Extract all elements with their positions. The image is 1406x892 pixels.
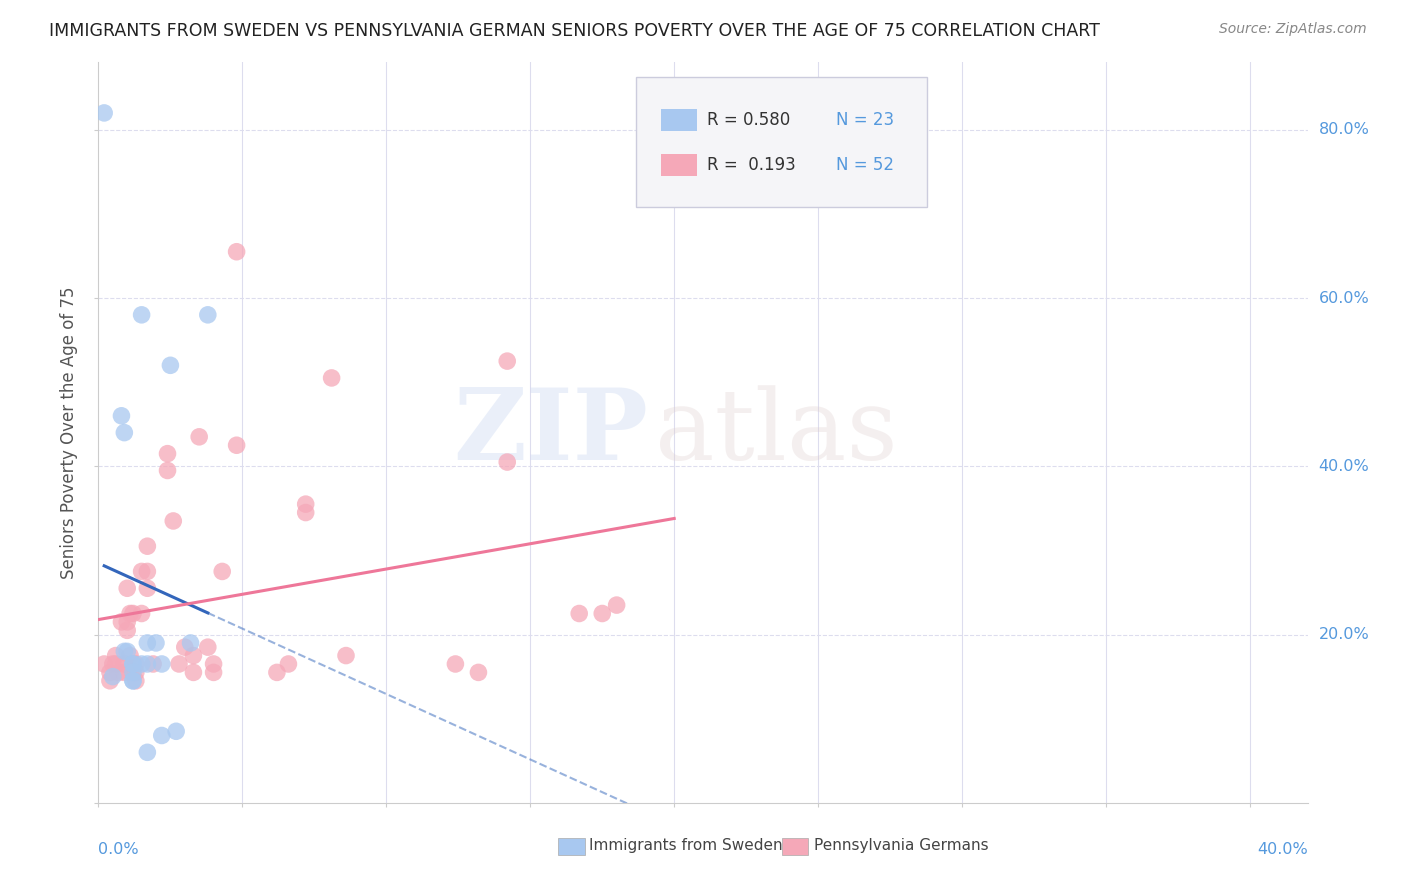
Point — [115, 624, 138, 638]
Point — [112, 644, 135, 658]
Text: Source: ZipAtlas.com: Source: ZipAtlas.com — [1219, 22, 1367, 37]
Point — [496, 455, 519, 469]
Point — [162, 514, 184, 528]
Point — [202, 657, 225, 671]
Point — [107, 665, 129, 680]
FancyBboxPatch shape — [782, 838, 808, 855]
Point — [159, 359, 181, 373]
Point — [335, 648, 357, 663]
Text: atlas: atlas — [655, 384, 897, 481]
Point — [101, 657, 124, 671]
Text: Pennsylvania Germans: Pennsylvania Germans — [814, 838, 988, 854]
Point — [321, 371, 343, 385]
Point — [225, 244, 247, 259]
Point — [115, 644, 138, 658]
Text: 40.0%: 40.0% — [1257, 842, 1308, 856]
Point — [136, 565, 159, 579]
Point — [167, 657, 190, 671]
Point — [156, 463, 179, 477]
Point — [145, 636, 167, 650]
Point — [112, 657, 135, 671]
Point — [104, 648, 127, 663]
FancyBboxPatch shape — [661, 153, 697, 176]
Point — [467, 665, 489, 680]
Point — [197, 308, 219, 322]
Point — [120, 648, 142, 663]
Point — [277, 657, 299, 671]
Point — [104, 657, 127, 671]
Point — [591, 607, 613, 621]
Point — [197, 640, 219, 655]
Point — [125, 665, 148, 680]
Point — [136, 539, 159, 553]
Point — [125, 657, 148, 671]
Point — [122, 665, 145, 680]
Point — [131, 607, 153, 621]
Point — [202, 665, 225, 680]
Text: R =  0.193: R = 0.193 — [707, 155, 796, 174]
Text: R = 0.580: R = 0.580 — [707, 112, 790, 129]
Text: 20.0%: 20.0% — [1319, 627, 1369, 642]
Point — [115, 581, 138, 595]
Point — [165, 724, 187, 739]
Point — [225, 438, 247, 452]
Text: N = 52: N = 52 — [837, 155, 894, 174]
Point — [294, 506, 316, 520]
Point — [136, 745, 159, 759]
Point — [183, 648, 205, 663]
Point — [136, 636, 159, 650]
Point — [142, 657, 165, 671]
Point — [112, 425, 135, 440]
Point — [122, 673, 145, 688]
Point — [294, 497, 316, 511]
Point — [136, 657, 159, 671]
Point — [122, 657, 145, 671]
Point — [444, 657, 467, 671]
Point — [122, 673, 145, 688]
Point — [98, 673, 121, 688]
Point — [188, 430, 211, 444]
Point — [606, 598, 628, 612]
Point — [98, 665, 121, 680]
FancyBboxPatch shape — [558, 838, 585, 855]
FancyBboxPatch shape — [637, 78, 927, 207]
Point — [150, 657, 173, 671]
FancyBboxPatch shape — [661, 109, 697, 131]
Point — [131, 657, 153, 671]
Point — [93, 657, 115, 671]
Point — [122, 657, 145, 671]
Point — [211, 565, 233, 579]
Point — [173, 640, 195, 655]
Point — [115, 615, 138, 629]
Text: IMMIGRANTS FROM SWEDEN VS PENNSYLVANIA GERMAN SENIORS POVERTY OVER THE AGE OF 75: IMMIGRANTS FROM SWEDEN VS PENNSYLVANIA G… — [49, 22, 1099, 40]
Point — [183, 665, 205, 680]
Text: 80.0%: 80.0% — [1319, 122, 1369, 137]
Point — [156, 447, 179, 461]
Point — [110, 615, 132, 629]
Point — [180, 636, 202, 650]
Point — [131, 565, 153, 579]
Point — [93, 106, 115, 120]
Point — [568, 607, 591, 621]
Point — [125, 673, 148, 688]
Point — [496, 354, 519, 368]
Y-axis label: Seniors Poverty Over the Age of 75: Seniors Poverty Over the Age of 75 — [60, 286, 79, 579]
Point — [122, 607, 145, 621]
Text: ZIP: ZIP — [454, 384, 648, 481]
Text: 60.0%: 60.0% — [1319, 291, 1369, 305]
Point — [112, 665, 135, 680]
Point — [101, 670, 124, 684]
Point — [110, 409, 132, 423]
Point — [120, 607, 142, 621]
Point — [266, 665, 288, 680]
Point — [131, 308, 153, 322]
Point — [150, 729, 173, 743]
Point — [136, 581, 159, 595]
Text: 40.0%: 40.0% — [1319, 458, 1369, 474]
Text: N = 23: N = 23 — [837, 112, 894, 129]
Text: 0.0%: 0.0% — [98, 842, 139, 856]
Text: Immigrants from Sweden: Immigrants from Sweden — [589, 838, 783, 854]
